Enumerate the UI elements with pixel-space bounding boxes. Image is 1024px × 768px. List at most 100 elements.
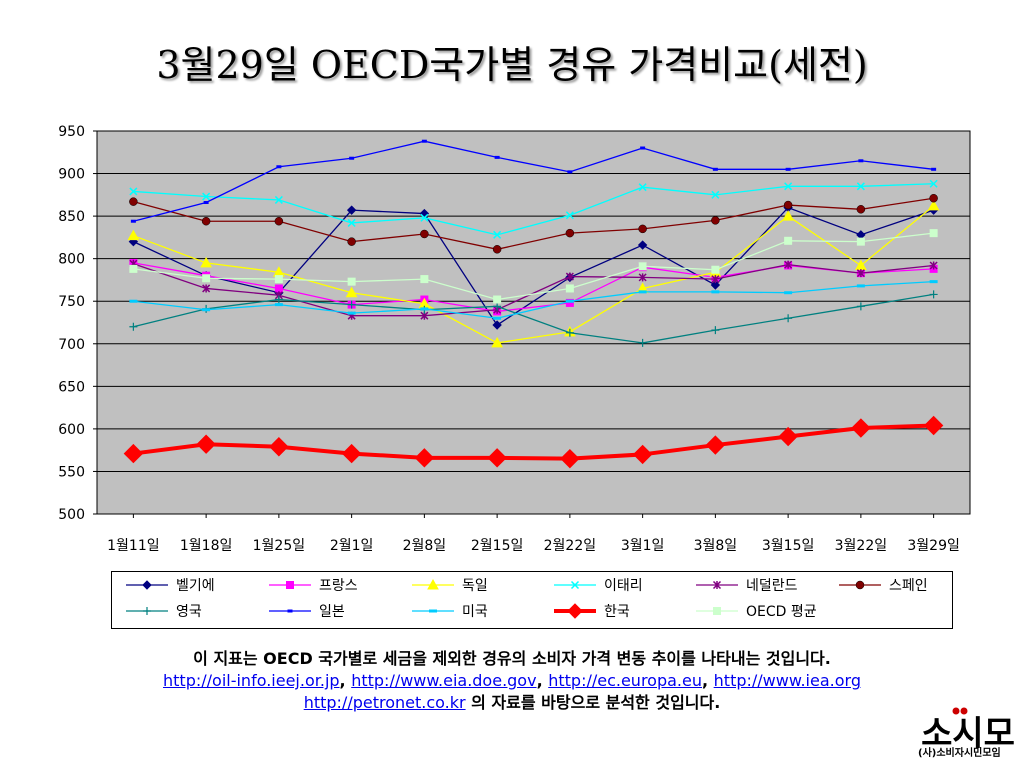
y-tick-label: 500 [58,507,85,523]
marker-dash [712,167,718,171]
legend-item: 벨기에 [124,576,215,594]
marker-square [565,298,574,307]
marker-plus [784,314,793,323]
x-tick-label: 2월1일 [330,538,374,554]
source-link-iea[interactable]: http://www.iea.org [713,671,861,690]
series-line [133,197,934,250]
marker-plus [347,300,356,309]
marker-diamond [710,280,721,290]
marker-diamond [123,443,144,464]
legend-item: 스페인 [837,576,928,594]
marker-diamond [705,435,726,455]
marker-x [638,183,647,192]
legend-item: 이태리 [552,576,643,594]
marker-plus [856,302,865,311]
legend-item: 일본 [267,602,345,620]
marker-bar [202,308,211,312]
source-link-petronet[interactable]: http://petronet.co.kr [303,693,466,712]
marker-diamond [567,603,583,619]
source-link-ec-europa[interactable]: http://ec.europa.eu [548,671,702,690]
marker-dash [287,609,293,613]
legend-swatch [412,578,454,590]
y-tick-label: 700 [58,337,85,353]
x-tick-label: 3월29일 [907,538,959,554]
legend-item: 미국 [410,602,488,620]
marker-circle [274,216,284,226]
series-line [133,232,934,301]
marker-bar [711,290,720,294]
marker-square [347,277,356,286]
marker-x [856,182,865,191]
marker-square [565,284,574,293]
marker-x [129,187,138,196]
y-tick-label: 800 [58,252,85,268]
marker-square [784,236,793,245]
marker-square [420,275,429,284]
source-link-eia[interactable]: http://www.eia.doe.gov [351,671,537,690]
legend-label: 벨기에 [176,578,215,594]
marker-star [784,260,793,269]
legend-label: 스페인 [889,578,928,594]
marker-plus [638,338,647,347]
marker-circle [565,228,575,238]
legend-swatch [696,607,738,615]
legend-swatch [696,580,738,590]
marker-square [286,581,294,589]
series-8 [130,139,937,223]
series-line [133,423,934,461]
series-line [133,206,934,326]
series-11 [129,229,938,304]
marker-star [856,269,865,278]
logo-subtitle: (사)소비자시민모임 [918,748,1001,759]
marker-diamond [851,418,871,438]
x-tick-label: 2월22일 [544,538,596,554]
marker-circle [201,216,211,226]
marker-diamond [778,426,798,447]
marker-dash [494,155,500,159]
marker-square [129,264,138,273]
marker-square [493,295,502,304]
marker-dash [931,167,937,171]
page-title: 3월29일 OECD국가별 경유 가격비교(세전) [156,43,868,87]
marker-triangle [345,286,358,298]
marker-triangle [491,336,503,348]
x-tick-label: 1월18일 [180,538,232,554]
marker-circle [929,193,938,203]
logo-text: 소시모 [921,714,1015,754]
marker-dash [203,200,209,204]
marker-plus [711,326,720,335]
series-10 [123,415,944,469]
marker-circle [783,200,793,210]
legend-label: 영국 [176,604,202,620]
legend-item: 네덜란드 [694,576,798,594]
marker-circle [855,580,865,590]
marker-x [929,179,938,188]
marker-x [420,213,429,222]
marker-square [711,265,720,274]
link-separator: , [339,671,352,690]
footer-sources-line1: http://oil-info.ieej.or.jp, http://www.e… [0,670,1024,692]
source-link-ieej[interactable]: http://oil-info.ieej.or.jp [163,671,340,690]
marker-dash [567,170,573,174]
marker-diamond [269,437,289,457]
legend-swatch [126,580,168,590]
marker-bar [274,303,283,307]
marker-triangle [427,578,439,590]
footer-description: 이 지표는 OECD 국가별로 세금을 제외한 경유의 소비자 가격 변동 추이… [193,649,831,668]
marker-x [202,192,211,201]
y-tick-label: 550 [58,464,85,480]
y-tick-label: 750 [58,294,85,310]
marker-square [713,607,721,615]
legend-swatch [554,603,596,619]
legend-label: 네덜란드 [746,578,798,594]
marker-diamond [923,415,944,436]
y-tick-label: 650 [58,379,85,395]
marker-plus [493,302,502,311]
marker-plus [929,290,938,299]
marker-bar [493,316,502,320]
marker-bar [429,609,437,613]
marker-diamond [341,443,362,464]
chart-legend: 벨기에 프랑스 독일 이태리 네덜란드 스페인 영국 일본 미국 한국 OECD 평균 [111,571,953,629]
x-tick-label: 3월1일 [621,538,665,554]
x-tick-label: 2월8일 [403,538,447,554]
